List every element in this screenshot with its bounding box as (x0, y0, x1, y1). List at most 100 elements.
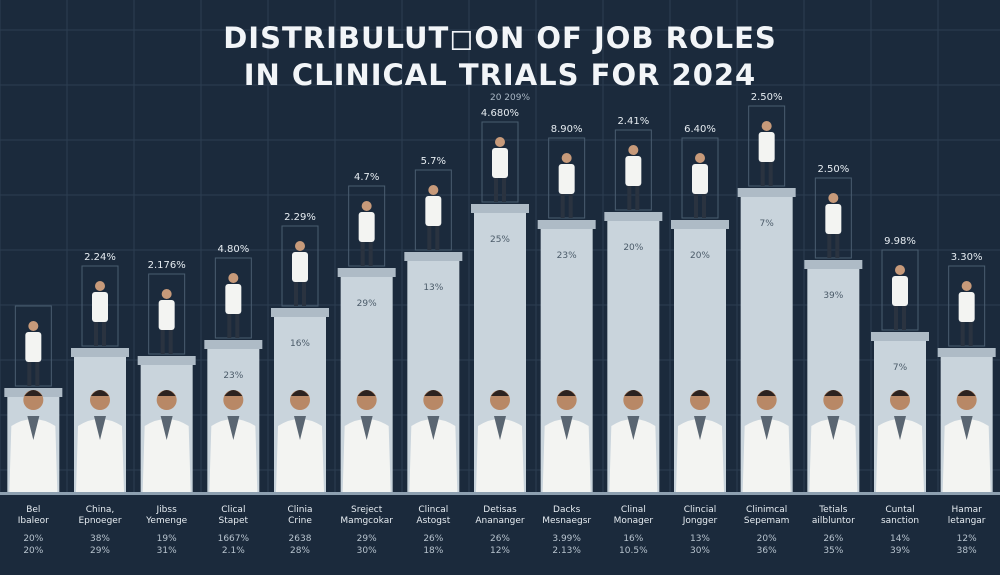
figure-frame (414, 169, 452, 251)
figure-leg (560, 194, 565, 218)
bar-cap (471, 204, 529, 213)
professional-figure (476, 390, 524, 492)
professional-coat (209, 419, 258, 492)
figure-coat (425, 196, 442, 226)
figure-on-bar (148, 273, 186, 355)
row-1-value: 2638 (289, 534, 312, 544)
figure-head (895, 265, 905, 275)
figure-leg (502, 178, 506, 202)
figure-leg (702, 194, 706, 218)
figure-leg (294, 282, 298, 306)
figure-coat (225, 284, 242, 314)
row-2-value: 35% (823, 546, 843, 556)
figure-coat (825, 204, 842, 234)
professional-coat (609, 419, 658, 492)
professional-shirt (627, 416, 640, 440)
figure-leg (27, 362, 32, 386)
category-label-line-1: Clical (221, 505, 245, 515)
professional-shirt (160, 416, 173, 440)
bar-item: 2.50% 7% (737, 92, 796, 492)
figure-coat (92, 292, 108, 322)
professional-figure (742, 390, 791, 492)
chart-title-line-1: DISTRIBULUT◻ON OF JOB ROLES (223, 21, 777, 55)
row-1-value: 13% (690, 534, 710, 544)
category-label-line-2: ailbluntor (812, 516, 855, 526)
figure-frame (748, 105, 786, 187)
category-label-line-2: Mamgcokar (340, 516, 393, 526)
figure-frame (614, 129, 652, 211)
category-label-line-1: Clinia (287, 505, 312, 515)
professional-shirt (27, 416, 40, 440)
row-2-value: 10.5% (619, 546, 648, 556)
professional-coat (942, 419, 991, 492)
row-1-value: 14% (890, 534, 910, 544)
category-label-line-2: Jongger (682, 516, 718, 526)
row-2-value: 30% (357, 546, 377, 556)
figure-head (695, 153, 705, 163)
figure-head (28, 321, 39, 331)
figure-coat (25, 332, 42, 362)
row-2-value: 29% (90, 546, 110, 556)
figure-leg (894, 306, 898, 330)
row-2-value: 36% (757, 546, 777, 556)
category-label-line-1: Sreject (351, 505, 383, 515)
row-1-value: 16% (623, 534, 643, 544)
professional-figure (609, 390, 658, 492)
figure-on-bar (281, 225, 319, 307)
professional-figure (809, 390, 858, 492)
bar-inner-label: 23% (557, 251, 577, 261)
figure-leg (160, 330, 165, 354)
category-label-line-2: Astogst (416, 516, 450, 526)
professional-coat (676, 419, 724, 492)
category-label-line-1: Clincal (418, 505, 448, 515)
category-label-line-2: Yemenge (145, 516, 188, 526)
bar-cap (137, 356, 196, 365)
bar-item: 9.98% 7% (871, 236, 929, 492)
figure-frame (681, 137, 719, 219)
category-label-line-1: Cuntal (885, 505, 914, 515)
row-1-value: 3.99% (552, 534, 581, 544)
category-label-line-1: Clinal (621, 505, 646, 515)
professional-coat (809, 419, 858, 492)
figure-head (295, 241, 305, 251)
category-label-line-2: Sepemam (744, 516, 790, 526)
figure-leg (835, 234, 840, 258)
figure-leg (694, 194, 698, 218)
bars-group: 2.24% 2.176% 4.80% 23% 2.29% 16% 4.7% 29% 5.7% 13… (4, 92, 996, 492)
figure-on-bar (814, 177, 852, 259)
professional-hair (224, 390, 243, 396)
category-label-line-2: Crine (288, 516, 312, 526)
bar-cap (937, 348, 996, 357)
figure-frame (548, 137, 586, 219)
professional-hair (557, 390, 576, 396)
professional-hair (757, 390, 776, 396)
top-value-label: 8.90% (551, 124, 583, 135)
top-value-label: 4.80% (217, 244, 249, 255)
professional-coat (409, 419, 458, 492)
figure-leg (102, 322, 106, 346)
figure-leg (968, 322, 973, 346)
category-label-line-2: sanction (881, 516, 919, 526)
figure-on-bar (681, 137, 719, 219)
figure-leg (368, 242, 373, 266)
professional-hair (424, 390, 443, 396)
figure-frame (14, 305, 52, 387)
bar-cap (71, 348, 129, 357)
figure-on-bar (948, 265, 986, 347)
top-value-label: 3.30% (951, 252, 983, 263)
figure-frame (948, 265, 986, 347)
bar-cap (671, 220, 729, 229)
bar-inner-label: 20% (623, 243, 643, 253)
top-value-label: 6.40% (684, 124, 716, 135)
figure-coat (758, 132, 775, 162)
top-value-label: 2.50% (751, 92, 783, 103)
professional-coat (9, 419, 58, 492)
professional-shirt (427, 416, 440, 440)
figure-leg (168, 330, 173, 354)
professional-hair (957, 390, 976, 396)
figure-on-bar (614, 129, 652, 211)
figure-leg (902, 306, 906, 330)
category-label-line-2: Monager (614, 516, 654, 526)
